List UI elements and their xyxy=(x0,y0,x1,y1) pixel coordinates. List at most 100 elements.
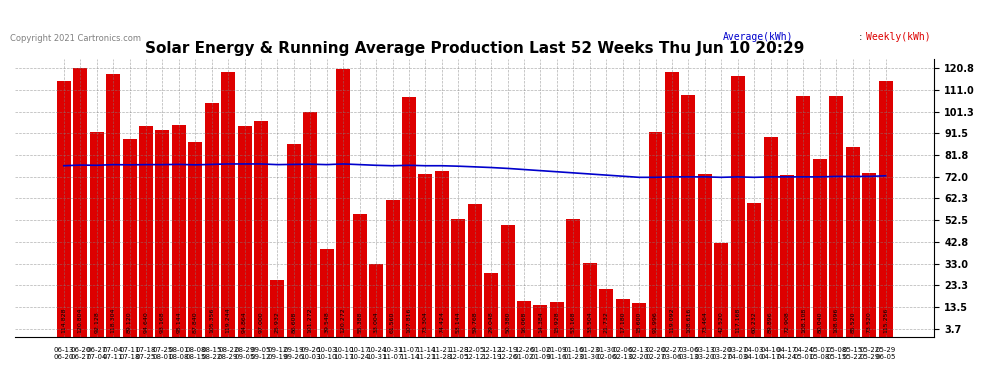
Text: 80.040: 80.040 xyxy=(818,311,823,333)
Bar xyxy=(747,203,761,337)
Bar xyxy=(616,299,630,337)
Bar xyxy=(714,243,729,337)
Text: 89.120: 89.120 xyxy=(127,311,132,333)
Bar xyxy=(484,273,498,337)
Text: 108.616: 108.616 xyxy=(686,308,691,333)
Bar xyxy=(188,142,202,337)
Bar xyxy=(287,144,301,337)
Bar xyxy=(549,302,564,337)
Text: 86.608: 86.608 xyxy=(291,312,296,333)
Bar xyxy=(320,249,334,337)
Text: Weekly(kWh): Weekly(kWh) xyxy=(866,32,931,42)
Text: Copyright 2021 Cartronics.com: Copyright 2021 Cartronics.com xyxy=(10,34,141,43)
Text: 85.520: 85.520 xyxy=(850,311,855,333)
Text: 42.520: 42.520 xyxy=(719,311,724,333)
Bar xyxy=(830,96,843,337)
Text: 94.864: 94.864 xyxy=(243,311,248,333)
Text: Average(kWh): Average(kWh) xyxy=(723,32,793,42)
Text: 33.004: 33.004 xyxy=(373,311,378,333)
Bar xyxy=(698,174,712,337)
Bar xyxy=(763,137,777,337)
Text: 39.548: 39.548 xyxy=(325,311,330,333)
Bar xyxy=(845,147,859,337)
Text: 92.128: 92.128 xyxy=(94,311,99,333)
Bar xyxy=(238,126,251,337)
Text: 95.144: 95.144 xyxy=(176,311,181,333)
Text: 73.304: 73.304 xyxy=(423,311,428,333)
Text: 87.840: 87.840 xyxy=(193,311,198,333)
Bar xyxy=(731,76,744,337)
Text: 91.996: 91.996 xyxy=(653,311,658,333)
Text: 61.560: 61.560 xyxy=(390,312,395,333)
Text: 93.168: 93.168 xyxy=(160,311,165,333)
Bar xyxy=(780,175,794,337)
Text: 16.068: 16.068 xyxy=(522,312,527,333)
Text: 72.908: 72.908 xyxy=(784,311,789,333)
Bar xyxy=(632,303,646,337)
Text: 60.232: 60.232 xyxy=(751,311,756,333)
Bar xyxy=(467,204,482,337)
Bar xyxy=(155,130,169,337)
Text: 94.640: 94.640 xyxy=(144,311,148,333)
Text: 73.520: 73.520 xyxy=(866,311,871,333)
Text: 17.180: 17.180 xyxy=(620,311,625,333)
Text: 15.928: 15.928 xyxy=(554,311,559,333)
Text: 120.804: 120.804 xyxy=(77,308,83,333)
Text: 107.816: 107.816 xyxy=(407,308,412,333)
Bar xyxy=(303,112,318,337)
Bar xyxy=(352,214,366,337)
Text: 29.048: 29.048 xyxy=(489,311,494,333)
Bar xyxy=(123,139,137,337)
Text: :: : xyxy=(856,32,866,42)
Bar xyxy=(73,68,87,337)
Text: 33.504: 33.504 xyxy=(587,311,592,333)
Bar xyxy=(665,72,679,337)
Text: 50.380: 50.380 xyxy=(505,311,510,333)
Bar xyxy=(172,125,186,337)
Bar xyxy=(435,171,448,337)
Text: 117.168: 117.168 xyxy=(736,308,741,333)
Text: 73.464: 73.464 xyxy=(702,311,707,333)
Text: 55.388: 55.388 xyxy=(357,311,362,333)
Text: 74.424: 74.424 xyxy=(440,311,445,333)
Text: 53.168: 53.168 xyxy=(571,311,576,333)
Text: 118.304: 118.304 xyxy=(111,308,116,333)
Bar xyxy=(501,225,515,337)
Bar xyxy=(419,174,433,337)
Bar xyxy=(369,264,383,337)
Text: 108.108: 108.108 xyxy=(801,308,806,333)
Text: 21.732: 21.732 xyxy=(604,311,609,333)
Bar xyxy=(517,302,531,337)
Text: 114.828: 114.828 xyxy=(61,308,66,333)
Text: 108.096: 108.096 xyxy=(834,308,839,333)
Bar xyxy=(879,81,893,337)
Text: 101.272: 101.272 xyxy=(308,307,313,333)
Bar xyxy=(797,96,811,337)
Text: 119.092: 119.092 xyxy=(669,307,674,333)
Bar xyxy=(566,219,580,337)
Bar xyxy=(385,200,400,337)
Bar xyxy=(270,279,284,337)
Text: 97.000: 97.000 xyxy=(258,311,263,333)
Bar xyxy=(862,174,876,337)
Bar xyxy=(106,74,120,337)
Text: 115.256: 115.256 xyxy=(883,308,888,333)
Bar xyxy=(205,103,219,337)
Bar xyxy=(221,72,236,337)
Text: 15.600: 15.600 xyxy=(637,312,642,333)
Text: 14.384: 14.384 xyxy=(538,311,543,333)
Text: 89.896: 89.896 xyxy=(768,311,773,333)
Bar xyxy=(56,81,70,337)
Bar xyxy=(139,126,152,337)
Bar xyxy=(337,69,350,337)
Bar xyxy=(813,159,827,337)
Bar xyxy=(599,289,613,337)
Bar xyxy=(451,219,465,337)
Bar xyxy=(402,97,416,337)
Bar xyxy=(254,121,268,337)
Text: 25.932: 25.932 xyxy=(275,311,280,333)
Text: 119.244: 119.244 xyxy=(226,307,231,333)
Text: 59.768: 59.768 xyxy=(472,311,477,333)
Bar xyxy=(583,262,597,337)
Bar xyxy=(681,95,695,337)
